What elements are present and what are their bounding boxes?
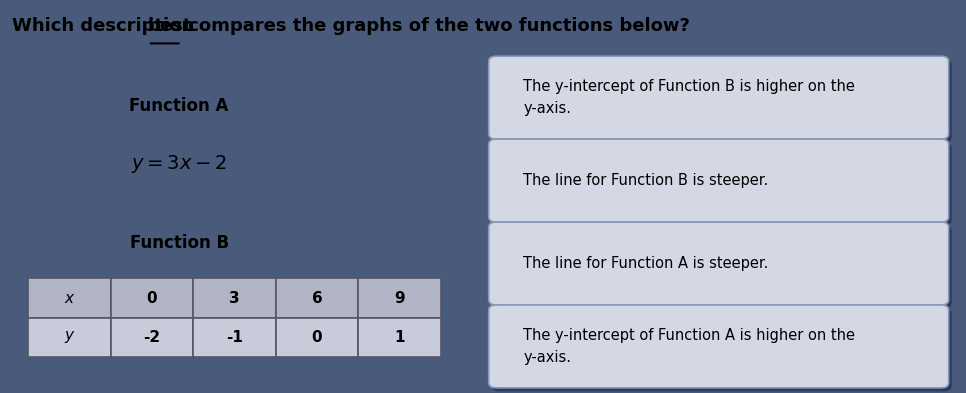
Text: 3: 3 (229, 290, 240, 306)
Text: 1: 1 (394, 330, 405, 345)
Text: $x$: $x$ (64, 290, 75, 306)
FancyBboxPatch shape (492, 226, 952, 309)
FancyBboxPatch shape (358, 279, 440, 318)
Text: y-axis.: y-axis. (524, 101, 571, 116)
Text: 0: 0 (147, 290, 157, 306)
FancyBboxPatch shape (28, 318, 111, 357)
Text: 9: 9 (394, 290, 405, 306)
Text: Which description: Which description (12, 17, 200, 35)
Text: The y-intercept of Function B is higher on the: The y-intercept of Function B is higher … (524, 79, 855, 94)
Text: Function A: Function A (129, 97, 229, 115)
FancyBboxPatch shape (111, 279, 193, 318)
FancyBboxPatch shape (193, 279, 275, 318)
FancyBboxPatch shape (489, 305, 949, 388)
Text: compares the graphs of the two functions below?: compares the graphs of the two functions… (182, 17, 690, 35)
FancyBboxPatch shape (492, 309, 952, 391)
Text: -2: -2 (144, 330, 160, 345)
Text: $y$: $y$ (64, 329, 75, 345)
Text: best: best (148, 17, 192, 35)
Text: $y = 3x - 2$: $y = 3x - 2$ (131, 153, 227, 175)
FancyBboxPatch shape (275, 279, 358, 318)
FancyBboxPatch shape (489, 139, 949, 222)
FancyBboxPatch shape (489, 56, 949, 139)
Text: y-axis.: y-axis. (524, 350, 571, 365)
Text: The line for Function A is steeper.: The line for Function A is steeper. (524, 256, 769, 271)
FancyBboxPatch shape (358, 318, 440, 357)
FancyBboxPatch shape (492, 60, 952, 143)
FancyBboxPatch shape (193, 318, 275, 357)
Text: The line for Function B is steeper.: The line for Function B is steeper. (524, 173, 769, 188)
Text: Function B: Function B (129, 233, 229, 252)
FancyBboxPatch shape (489, 222, 949, 305)
Text: The y-intercept of Function A is higher on the: The y-intercept of Function A is higher … (524, 328, 855, 343)
FancyBboxPatch shape (111, 318, 193, 357)
Text: 0: 0 (312, 330, 323, 345)
FancyBboxPatch shape (275, 318, 358, 357)
FancyBboxPatch shape (28, 279, 111, 318)
FancyBboxPatch shape (492, 143, 952, 226)
Text: 6: 6 (312, 290, 323, 306)
Text: -1: -1 (226, 330, 243, 345)
